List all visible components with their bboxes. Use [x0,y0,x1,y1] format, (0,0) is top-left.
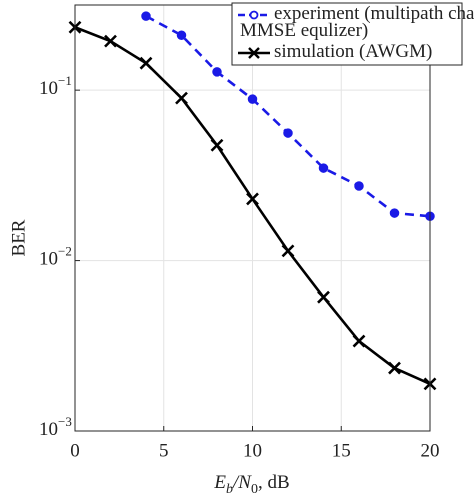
marker [175,91,188,105]
marker [104,34,117,48]
x-tick-label: 10 [243,440,262,461]
marker [317,290,330,304]
x-tick-label: 0 [70,440,80,461]
x-tick-label: 15 [332,440,351,461]
marker [389,208,400,218]
legend: experiment (multipath channel,MMSE equli… [231,2,474,66]
legend-label: simulation (AWGM) [274,41,432,62]
marker [141,11,151,21]
x-tick-label: 20 [421,440,440,461]
y-tick-label: 10−3 [39,414,72,440]
legend-label: experiment (multipath channel,MMSE equli… [240,3,474,41]
marker [283,128,293,138]
y-tick-label: 10−1 [39,73,72,99]
marker [212,67,222,77]
marker [139,56,153,70]
legend-box [231,2,463,66]
marker [354,181,364,191]
marker [352,334,366,348]
marker [388,361,401,375]
marker [247,94,258,104]
x-tick-label: 5 [159,440,169,461]
marker [281,244,295,258]
marker [176,30,187,40]
y-axis-label: BER [8,219,29,256]
legend-marker [248,47,260,59]
marker [246,192,259,206]
legend-marker [249,10,259,20]
marker [210,138,224,152]
x-axis-label: Eb/N0, dB [213,472,289,497]
marker [318,163,329,173]
y-tick-label: 10−2 [39,244,72,270]
